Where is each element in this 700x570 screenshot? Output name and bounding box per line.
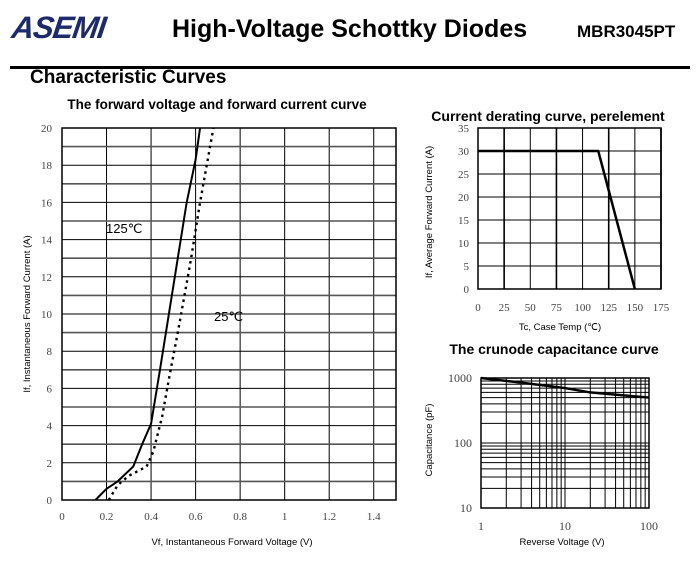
- chart-title: The crunode capacitance curve: [449, 341, 659, 357]
- y-tick-label: 6: [47, 383, 53, 395]
- y-tick-label: 0: [464, 284, 470, 296]
- plot-frame: [477, 127, 662, 290]
- x-tick-label: 1.4: [367, 511, 381, 523]
- y-tick-label: 14: [41, 235, 53, 247]
- y-tick-label: 2: [47, 458, 53, 470]
- y-tick-label: 18: [41, 160, 53, 172]
- x-tick-label: 100: [640, 519, 658, 533]
- x-tick-label: 0.6: [189, 511, 203, 523]
- page-title: High-Voltage Schottky Diodes: [172, 15, 528, 43]
- series-line-1: [94, 127, 202, 501]
- y-tick-label: 100: [454, 436, 472, 450]
- header-divider: [10, 66, 690, 69]
- y-tick-label: 12: [41, 272, 52, 284]
- x-tick-label: 0.8: [233, 511, 247, 523]
- y-tick-label: 16: [41, 197, 53, 209]
- y-tick-label: 10: [41, 309, 53, 321]
- y-tick-label: 35: [458, 123, 470, 135]
- y-axis-label: If, Instantaneous Forward Current (A): [22, 235, 33, 392]
- x-tick-label: 1.2: [322, 511, 336, 523]
- x-tick-label: 0.4: [144, 511, 158, 523]
- y-tick-label: 25: [458, 169, 470, 181]
- y-tick-label: 1000: [448, 371, 472, 385]
- y-axis-label: If, Average Forward Current (A): [424, 146, 435, 278]
- plot-frame: [480, 377, 650, 509]
- x-axis-label: Reverse Voltage (V): [519, 537, 604, 548]
- x-tick-label: 75: [551, 302, 563, 314]
- series-line-1: [478, 149, 637, 290]
- x-tick-label: 25: [499, 302, 511, 314]
- x-tick-label: 10: [559, 519, 571, 533]
- y-tick-label: 30: [458, 146, 470, 158]
- y-tick-label: 8: [47, 346, 53, 358]
- x-tick-label: 125: [600, 302, 617, 314]
- x-tick-label: 175: [653, 302, 670, 314]
- y-tick-label: 20: [458, 192, 470, 204]
- y-tick-label: 20: [41, 123, 53, 135]
- y-axis-label: Capacitance (pF): [424, 404, 435, 477]
- x-axis-label: Vf, Instantaneous Forward Voltage (V): [151, 537, 312, 548]
- x-tick-label: 0: [59, 511, 65, 523]
- x-tick-label: 100: [574, 302, 591, 314]
- series-line-1: [480, 376, 650, 399]
- chart-title: Current derating curve, perelement: [431, 108, 665, 124]
- y-tick-label: 5: [464, 261, 470, 273]
- part-number: MBR3045PT: [577, 22, 676, 41]
- y-tick-label: 4: [47, 421, 53, 433]
- y-tick-label: 10: [458, 238, 470, 250]
- y-tick-label: 0: [47, 495, 53, 507]
- x-tick-label: 150: [627, 302, 644, 314]
- y-tick-label: 15: [458, 215, 470, 227]
- section-title: Characteristic Curves: [30, 67, 227, 88]
- plot-frame: [61, 127, 397, 501]
- series-label: 125℃: [106, 221, 142, 236]
- x-tick-label: 0.2: [100, 511, 114, 523]
- y-tick-label: 10: [460, 501, 472, 515]
- chart-title: The forward voltage and forward current …: [67, 97, 367, 112]
- x-tick-label: 1: [282, 511, 288, 523]
- x-tick-label: 1: [478, 519, 484, 533]
- x-tick-label: 0: [475, 302, 481, 314]
- series-label: 25℃: [214, 309, 243, 324]
- x-axis-label: Tc, Case Temp (℃): [519, 322, 601, 333]
- x-tick-label: 50: [525, 302, 537, 314]
